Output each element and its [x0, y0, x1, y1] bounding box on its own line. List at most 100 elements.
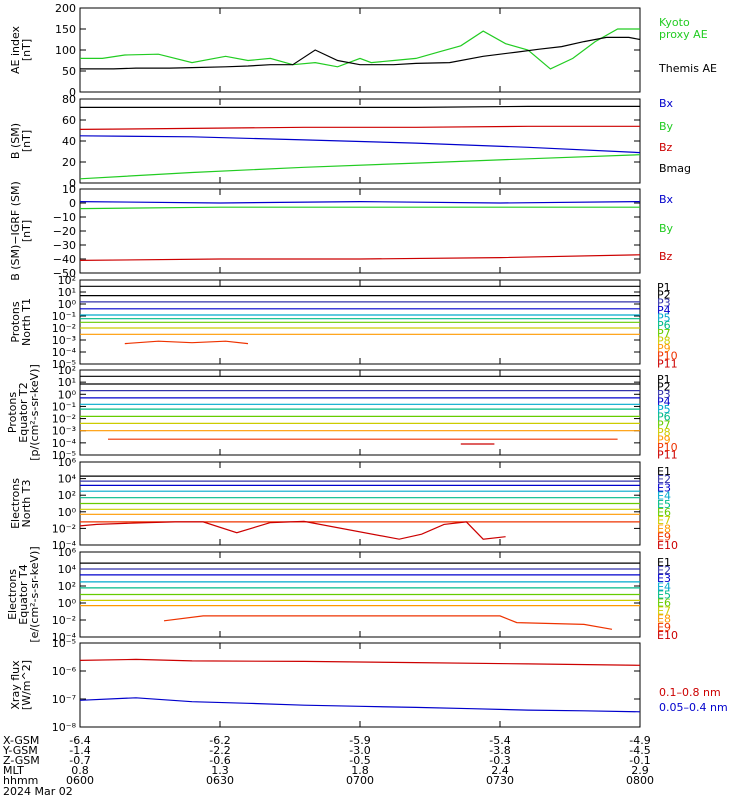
x-axis-row-label: hhmm: [3, 774, 38, 787]
legend-label: E2: [657, 473, 671, 486]
y-tick-label: 10¹: [58, 376, 76, 389]
legend-label: P7: [657, 418, 671, 431]
y-tick-label: 100: [55, 44, 76, 57]
panel-2: 0 20 40 60 80 B (SM)[nT] Bx By Bz Bmag: [9, 93, 691, 190]
panel-8: 10⁻⁸ 10⁻⁷ 10⁻⁶ 10⁻⁵ Xray flux[W/m^2] 0.1–0.8 …: [9, 637, 728, 734]
legend-label: P9: [657, 433, 671, 446]
series-line-E9: [163, 615, 613, 630]
y-tick-label: −40: [53, 253, 76, 266]
legend-label: P3: [657, 388, 671, 401]
y-axis-label: Protons: [9, 301, 22, 342]
y-tick-label: 10: [62, 183, 76, 196]
legend-label: P6: [657, 319, 671, 332]
series-line-Kyoto proxy AE: [80, 28, 640, 70]
x-axis-value: -6.2: [209, 734, 230, 747]
y-axis-label: Equator T2: [17, 382, 30, 442]
y-tick-label: 10⁻⁶: [52, 665, 77, 678]
x-axis-value: -6.4: [69, 734, 90, 747]
legend-label: E4: [657, 490, 671, 503]
legend-label: E7: [657, 605, 671, 618]
y-axis-label: [W/m^2]: [20, 660, 33, 710]
y-tick-label: 20: [62, 156, 76, 169]
series-line-Bx: [79, 135, 641, 154]
legend-label: Bx: [659, 193, 674, 206]
y-tick-label: 10⁻⁵: [52, 449, 76, 462]
x-axis-value: 1.3: [211, 764, 229, 777]
legend-label: E8: [657, 522, 671, 535]
y-axis-label: [e/(cm²-s-sr-keV)]: [28, 546, 41, 642]
y-tick-label: 10⁻⁴: [52, 437, 77, 450]
y-tick-label: 10⁻⁴: [52, 346, 77, 359]
x-axis-value: 2.4: [491, 764, 509, 777]
legend-label: 0.1–0.8 nm: [659, 686, 721, 699]
y-tick-label: 10⁻²: [52, 522, 76, 535]
y-tick-label: 0: [69, 197, 76, 210]
y-tick-label: 60: [62, 114, 76, 127]
series-line-0.1–0.8 nm: [79, 658, 641, 666]
y-tick-label: 10⁶: [58, 546, 77, 559]
x-axis-value: -4.5: [629, 744, 650, 757]
y-tick-label: 10⁴: [58, 473, 77, 486]
x-axis-value: -3.0: [349, 744, 370, 757]
y-axis-label: Protons: [6, 392, 19, 433]
y-tick-label: 0: [69, 86, 76, 99]
y-tick-label: 150: [55, 23, 76, 36]
y-tick-label: 10⁻⁸: [52, 721, 77, 734]
legend-label: Bmag: [659, 162, 691, 175]
x-axis-value: 0700: [346, 774, 374, 787]
legend-label: P10: [657, 441, 678, 454]
legend-label: E4: [657, 580, 671, 593]
legend-label: E7: [657, 514, 671, 527]
legend-label: P4: [657, 396, 671, 409]
y-axis-label: North T1: [20, 298, 33, 346]
panel-3: 100−10−20−30−40−50 B (SM)−IGRF (SM)[nT] Bx…: [9, 181, 674, 281]
x-axis-value: -0.7: [69, 754, 90, 767]
y-tick-label: 10²: [58, 489, 76, 502]
x-axis-value: -5.4: [489, 734, 510, 747]
legend-label: proxy AE: [659, 28, 708, 41]
y-tick-label: 40: [62, 135, 76, 148]
legend-label: P10: [657, 350, 678, 363]
series-line-Bmag: [80, 105, 640, 108]
y-tick-label: −10: [53, 211, 76, 224]
legend-label: P1: [657, 373, 671, 386]
y-axis-label: AE index: [9, 25, 22, 74]
x-axis-value: -2.2: [209, 744, 230, 757]
x-axis-value: -1.4: [69, 744, 90, 757]
y-tick-label: 80: [62, 93, 76, 106]
legend-label: P5: [657, 403, 671, 416]
legend-label: P8: [657, 426, 671, 439]
legend-label: P11: [657, 357, 678, 370]
y-tick-label: 10⁻¹: [52, 400, 76, 413]
legend-label: P4: [657, 304, 671, 317]
x-axis-value: 0800: [626, 774, 654, 787]
y-axis-label: Xray flux: [9, 660, 22, 710]
x-axis-value: -0.5: [349, 754, 370, 767]
series-line-E10: [79, 520, 506, 540]
y-axis-label: [nT]: [20, 220, 33, 242]
legend-label: E1: [657, 556, 671, 569]
y-axis-label: [nT]: [20, 130, 33, 152]
y-tick-label: 10⁻¹: [52, 310, 76, 323]
x-axis-value: -3.8: [489, 744, 510, 757]
legend-label: E10: [657, 629, 678, 642]
legend-label: P6: [657, 411, 671, 424]
x-axis-value: -4.9: [629, 734, 650, 747]
legend-label: E5: [657, 498, 671, 511]
legend-label: E9: [657, 621, 671, 634]
series-line-Bz: [79, 125, 640, 130]
series-line-By: [79, 154, 641, 180]
legend-label: E5: [657, 588, 671, 601]
series-line-Bz: [79, 254, 641, 261]
y-tick-label: 200: [55, 2, 76, 15]
legend-label: E3: [657, 481, 671, 494]
y-tick-label: 10²: [58, 364, 76, 377]
series-line-Bx: [79, 200, 641, 204]
x-axis-row-label: MLT: [3, 764, 24, 777]
legend-label: P9: [657, 342, 671, 355]
panel-frame: [79, 369, 641, 456]
y-tick-label: 10⁶: [58, 456, 77, 469]
y-tick-label: 10⁻²: [52, 322, 76, 335]
